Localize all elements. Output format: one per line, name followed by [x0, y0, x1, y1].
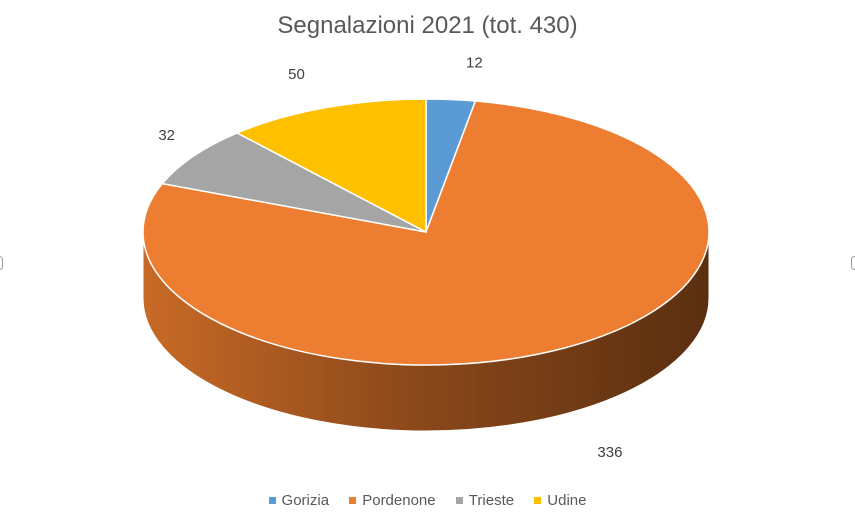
legend-label-gorizia: Gorizia — [281, 492, 330, 509]
pie-slice-pordenone[interactable] — [142, 100, 710, 366]
legend-item-udine: Udine — [534, 492, 586, 509]
legend-item-trieste: Trieste — [455, 492, 515, 509]
legend-label-trieste: Trieste — [468, 492, 515, 509]
legend-swatch-trieste — [455, 496, 463, 504]
data-label-udine: 50 — [288, 66, 305, 83]
legend-item-gorizia: Gorizia — [268, 492, 330, 509]
right-resize-handle[interactable] — [851, 256, 855, 270]
data-label-gorizia: 12 — [466, 55, 483, 72]
data-label-trieste: 32 — [158, 127, 175, 144]
pie-slice-udine[interactable] — [235, 98, 427, 234]
legend-swatch-pordenone — [349, 496, 357, 504]
chart-legend: Gorizia Pordenone Trieste Udine — [0, 492, 855, 509]
pie-slice-trieste[interactable] — [161, 132, 427, 233]
legend-label-pordenone: Pordenone — [362, 492, 436, 509]
chart-title: Segnalazioni 2021 (tot. 430) — [277, 12, 578, 39]
left-resize-handle[interactable] — [0, 256, 3, 270]
legend-label-udine: Udine — [547, 492, 587, 509]
data-label-pordenone: 336 — [597, 444, 622, 461]
legend-item-pordenone: Pordenone — [349, 492, 436, 509]
legend-swatch-udine — [534, 496, 542, 504]
legend-swatch-gorizia — [268, 496, 276, 504]
